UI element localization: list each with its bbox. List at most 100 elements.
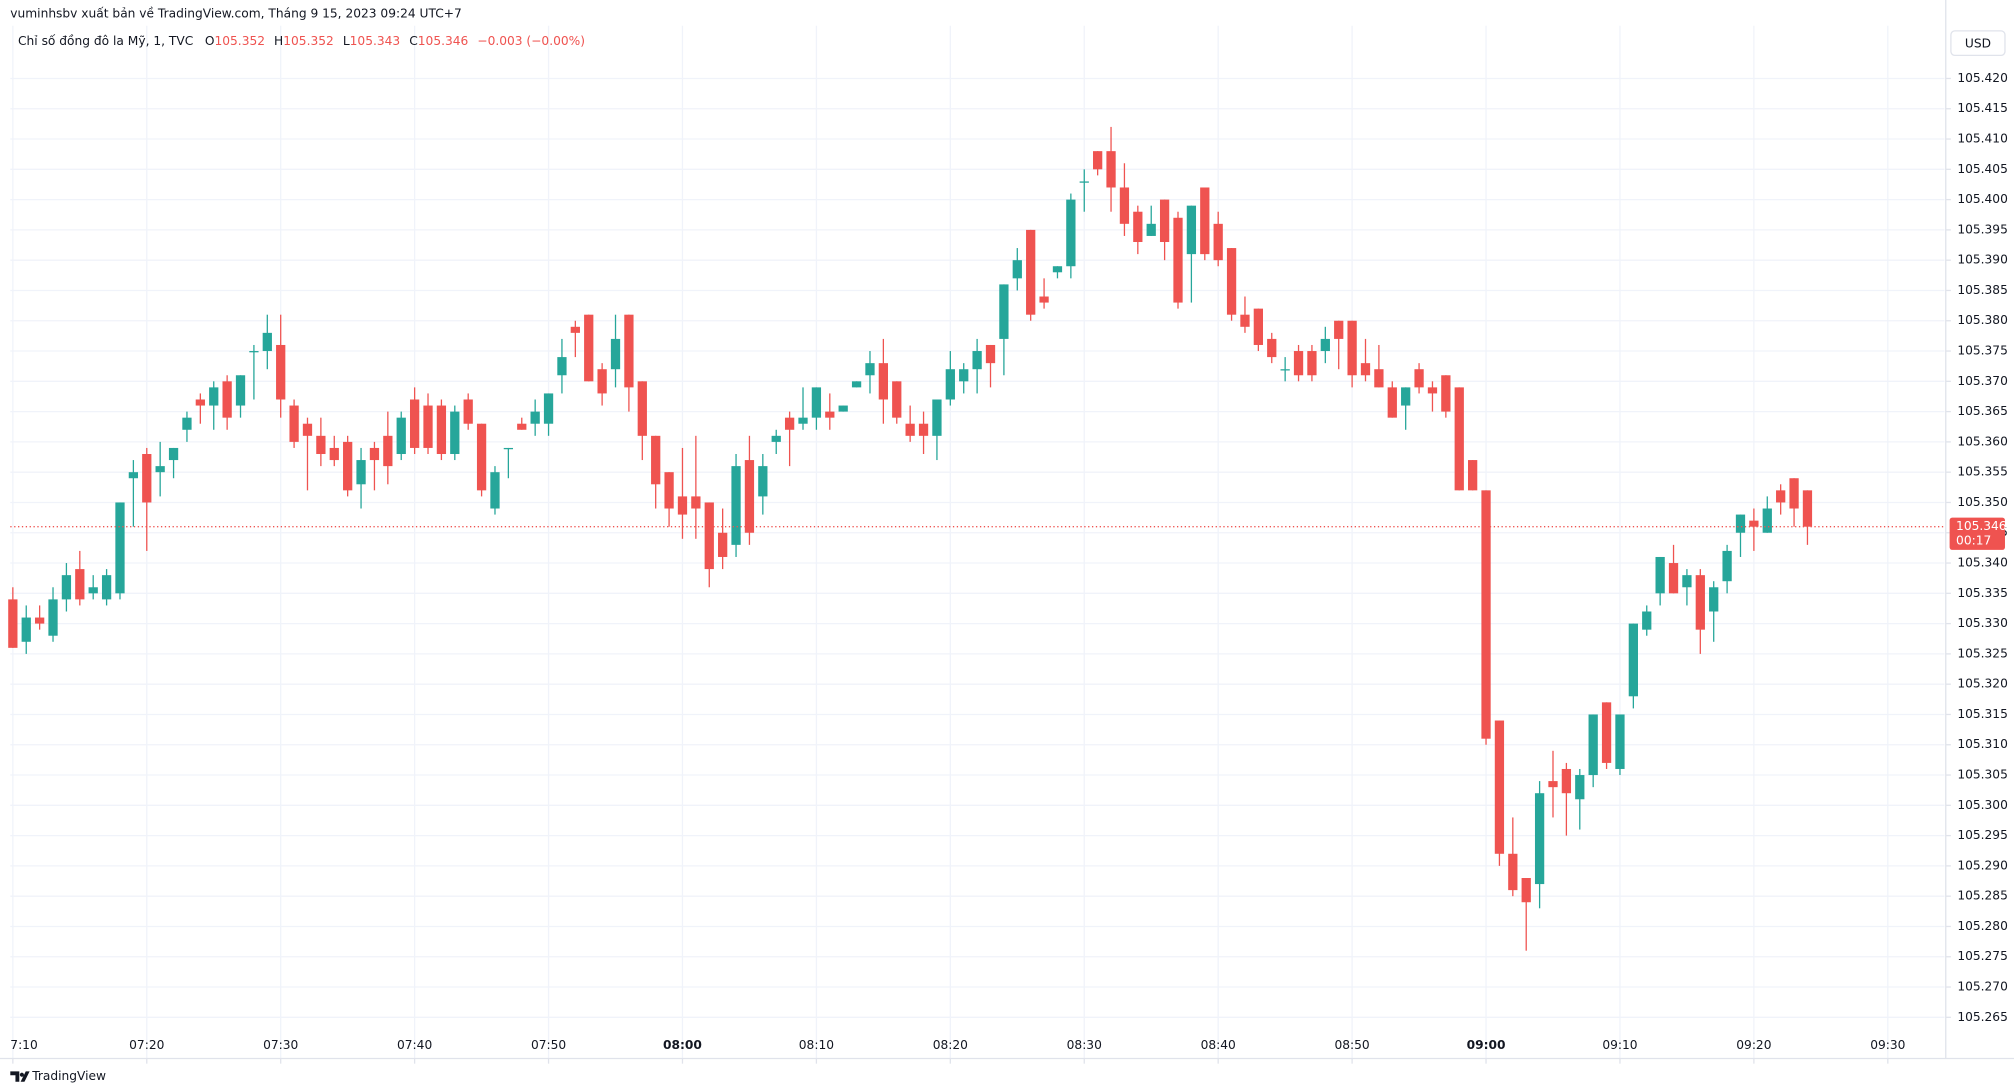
candle-body — [610, 338, 621, 370]
candle-body — [771, 435, 781, 442]
y-tick-label: 105.350 — [1957, 495, 2008, 509]
candle-body — [450, 411, 460, 455]
currency-button[interactable] — [1950, 30, 2006, 57]
candle-body — [838, 405, 848, 412]
ohlc-key: L — [343, 34, 350, 48]
candle-body — [436, 405, 447, 455]
candle-body — [1588, 714, 1598, 776]
candle-body — [1280, 369, 1290, 371]
y-tick-label: 105.285 — [1957, 889, 2008, 903]
candle-body — [235, 375, 246, 406]
x-tick-label: 08:30 — [1067, 1038, 1102, 1052]
x-tick-label: 07:20 — [129, 1038, 164, 1052]
candle-body — [1293, 351, 1304, 376]
y-tick-label: 105.300 — [1957, 798, 2008, 812]
candle-body — [1709, 587, 1719, 612]
y-tick-label: 105.320 — [1957, 677, 2008, 691]
candle-body — [1749, 520, 1759, 527]
y-tick-label: 105.355 — [1957, 465, 2008, 479]
candle-body — [1521, 878, 1531, 903]
candle-body — [691, 496, 701, 509]
y-tick-label: 105.315 — [1957, 707, 2008, 721]
y-tick-label: 105.305 — [1957, 768, 2008, 782]
x-tick-label: 08:10 — [799, 1038, 834, 1052]
candle-body — [1655, 556, 1665, 594]
y-tick-label: 105.275 — [1957, 949, 2008, 963]
y-tick-label: 105.375 — [1957, 344, 2008, 358]
ohlc-value: 105.346 — [418, 34, 469, 48]
candle-body — [1762, 508, 1772, 533]
countdown: 00:17 — [1956, 533, 1991, 547]
candle-body — [1146, 223, 1156, 236]
candle-body — [1575, 775, 1585, 800]
x-tick-label: 07:30 — [263, 1038, 298, 1052]
candle-body — [945, 369, 955, 400]
candle-body — [289, 405, 299, 442]
candle-body — [1360, 363, 1371, 376]
candle-body — [704, 502, 714, 570]
candle-body — [383, 435, 393, 467]
candle-body — [1508, 853, 1518, 891]
candle-body — [409, 399, 420, 448]
legend: Chỉ số đồng đô la Mỹ, 1, TVC O105.352 H1… — [18, 34, 585, 48]
candle-body — [249, 351, 259, 353]
candle-body — [128, 472, 139, 479]
candle-body — [1776, 490, 1786, 503]
candle-body — [1642, 611, 1652, 630]
x-tick-label: 7:10 — [10, 1038, 37, 1052]
candle-body — [1066, 199, 1076, 267]
y-tick-label: 105.390 — [1957, 253, 2008, 267]
candle-body — [1026, 229, 1036, 315]
currency-label[interactable]: USD — [1965, 36, 1991, 50]
y-tick-label: 105.340 — [1957, 556, 2008, 570]
candle-body — [21, 617, 31, 642]
candle-body — [1106, 151, 1116, 188]
candle-body — [115, 502, 125, 594]
candle-body — [423, 405, 433, 448]
candle-body — [490, 472, 500, 509]
candle-body — [209, 387, 219, 406]
candle-body — [369, 447, 380, 461]
candle-body — [1173, 217, 1183, 303]
candle-body — [798, 417, 808, 424]
candle-body — [731, 466, 741, 545]
candle-body — [1601, 702, 1612, 763]
change: −0.003 (−0.00%) — [477, 34, 585, 48]
candle-body — [892, 381, 902, 418]
published-line: vuminhsbv xuất bản về TradingView.com, T… — [10, 7, 461, 21]
candle-body — [1802, 490, 1813, 527]
y-tick-label: 105.265 — [1957, 1010, 2008, 1024]
candle-body — [851, 381, 862, 388]
x-tick-label: 08:40 — [1201, 1038, 1236, 1052]
candle-body — [1454, 387, 1464, 491]
x-tick-label: 08:50 — [1334, 1038, 1369, 1052]
candle-body — [48, 599, 58, 636]
candle-body — [1427, 387, 1438, 394]
candle-body — [1735, 514, 1746, 533]
ohlc-value: 105.343 — [350, 34, 401, 48]
y-tick-label: 105.325 — [1957, 646, 2008, 660]
candle-body — [34, 617, 45, 624]
y-tick-label: 105.295 — [1957, 828, 2008, 842]
x-tick-label: 09:10 — [1602, 1038, 1637, 1052]
y-tick-label: 105.385 — [1957, 283, 2008, 297]
candles — [8, 126, 1813, 951]
candle-body — [1789, 478, 1799, 509]
candle-body — [811, 387, 822, 418]
ohlc-key: O — [205, 34, 215, 48]
candle-body — [999, 284, 1009, 339]
candle-body — [1307, 351, 1317, 376]
candle-body — [1226, 248, 1237, 315]
x-tick-label: 08:00 — [663, 1038, 702, 1052]
candle-body — [530, 411, 540, 424]
y-tick-label: 105.400 — [1957, 192, 2008, 206]
last-price-badge — [1949, 517, 2005, 550]
candle-body — [1079, 181, 1089, 183]
candle-body — [718, 532, 728, 557]
candle-body — [1267, 338, 1277, 358]
candle-body — [1548, 781, 1558, 788]
candle-body — [918, 423, 929, 436]
y-tick-label: 105.410 — [1957, 132, 2008, 146]
y-tick-label: 105.370 — [1957, 374, 2008, 388]
